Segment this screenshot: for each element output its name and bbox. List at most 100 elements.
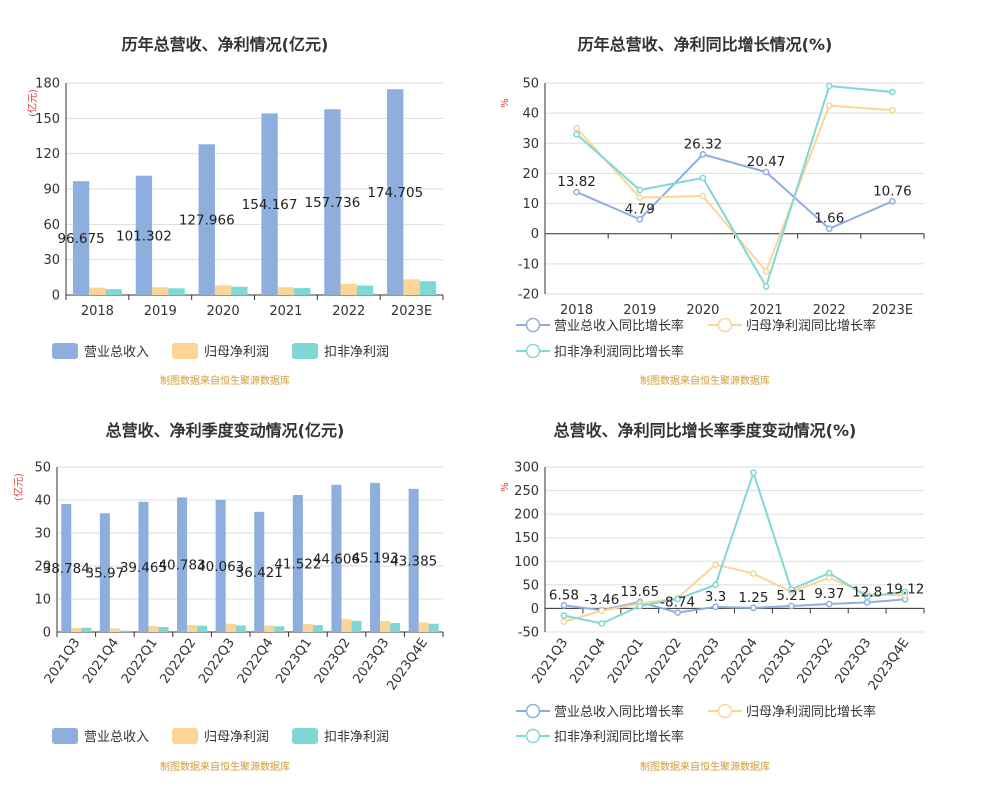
point-revenue (889, 197, 896, 205)
point-revenue (699, 151, 707, 158)
legend-label: 营业总收入同比增长率 (554, 318, 684, 334)
point-deducted (750, 469, 757, 477)
y-tick-label: 30 (43, 253, 60, 268)
bar-parent (214, 285, 232, 295)
data-label: 20.47 (747, 154, 786, 170)
data-label: 41.522 (274, 556, 321, 572)
legend-label: 归母净利润 (204, 345, 269, 360)
point-deducted (825, 569, 833, 577)
bar-parent (187, 625, 198, 632)
y-tick-label: -50 (518, 626, 539, 641)
x-tick-label: 2023E (872, 303, 913, 318)
point-parent (573, 124, 580, 132)
data-label: 127.966 (179, 213, 235, 229)
bar-revenue (215, 499, 226, 632)
line-deducted (563, 469, 906, 625)
y-tick-label: 0 (531, 227, 539, 242)
y-axis-label: % (500, 482, 511, 492)
bar-parent (225, 623, 236, 632)
source-note: 制图数据来自恒生聚源数据库 (640, 374, 770, 387)
point-deducted (674, 595, 682, 603)
point-revenue (825, 225, 833, 233)
bar-deducted (390, 623, 401, 632)
bar-parent (302, 624, 313, 632)
data-label: 154.167 (242, 197, 298, 213)
bar-revenue (408, 488, 419, 632)
y-tick-label: 0 (531, 602, 539, 617)
bar-parent (152, 287, 169, 295)
point-parent (825, 102, 833, 109)
y-tick-label: -20 (518, 288, 539, 303)
x-tick-label: 2022Q1 (119, 636, 161, 687)
point-deducted (712, 581, 719, 589)
y-tick-label: 10 (34, 593, 51, 608)
y-tick-label: 180 (35, 77, 60, 92)
legend-swatch (292, 343, 318, 359)
bar-parent (340, 283, 357, 295)
x-tick-label: 2022Q2 (157, 636, 199, 687)
x-tick-label: 2023Q1 (273, 636, 315, 687)
point-deducted (788, 586, 795, 593)
bar-revenue (370, 482, 381, 632)
source-note: 制图数据来自恒生聚源数据库 (160, 760, 290, 773)
bar-deducted (105, 289, 122, 295)
point-revenue (636, 215, 644, 223)
bar-deducted (197, 625, 208, 632)
bar-parent (277, 287, 295, 295)
chart-c2: 历年总营收、净利同比增长情况(%)% -20 -10 0 10 20 30 40 50 2018 2… (500, 35, 925, 387)
y-tick-label: 150 (35, 112, 60, 127)
point-deducted (636, 602, 644, 610)
chart-c4: 总营收、净利同比增长率季度变动情况(%)% -50 0 50 100 150 200 250 3… (500, 421, 925, 773)
bar-parent (264, 625, 275, 632)
y-tick-label: 100 (514, 555, 539, 570)
y-tick-label: 30 (34, 527, 51, 542)
bar-parent (71, 628, 82, 632)
bar-revenue (61, 504, 72, 632)
data-label: 13.82 (557, 174, 596, 190)
legend-swatch (52, 343, 78, 359)
bar-revenue (324, 109, 341, 295)
x-tick-label: 2020 (207, 304, 240, 319)
chart-title: 总营收、净利同比增长率季度变动情况(%) (554, 421, 857, 440)
x-tick-label: 2021Q4 (80, 636, 122, 687)
bar-deducted (158, 627, 169, 632)
legend-swatch (172, 343, 198, 359)
legend-swatch (292, 728, 318, 744)
y-axis-label: % (500, 98, 511, 108)
line-revenue (563, 598, 906, 614)
y-axis-label: (亿元) (12, 473, 25, 501)
x-tick-label: 2021 (750, 303, 783, 318)
bar-deducted (235, 625, 246, 632)
x-tick-label: 2018 (81, 304, 114, 319)
y-tick-label: 250 (514, 484, 539, 499)
bar-deducted (428, 623, 439, 632)
x-tick-label: 2019 (144, 304, 177, 319)
y-axis-label: (亿元) (26, 89, 39, 117)
y-tick-label: 150 (514, 531, 539, 546)
chart-title: 历年总营收、净利同比增长情况(%) (578, 35, 833, 54)
bar-revenue (99, 513, 110, 632)
y-tick-label: 40 (522, 107, 539, 122)
data-label: 96.675 (57, 231, 104, 247)
bar-deducted (312, 625, 323, 632)
data-label: 40.063 (197, 559, 244, 575)
y-tick-label: 50 (34, 461, 51, 476)
bar-revenue (292, 494, 303, 632)
data-label: 13.65 (620, 584, 659, 600)
data-label: 101.302 (116, 228, 172, 244)
data-label: 4.79 (625, 201, 655, 217)
data-label: 26.32 (684, 136, 723, 152)
y-tick-label: 20 (522, 167, 539, 182)
legend-label: 扣非净利润 (324, 730, 389, 745)
legend-marker (717, 703, 733, 719)
point-parent (560, 618, 568, 625)
y-tick-label: 60 (43, 218, 60, 233)
x-tick-label: 2022Q2 (643, 636, 685, 687)
x-tick-label: 2021Q3 (42, 636, 84, 687)
x-tick-label: 2023Q2 (312, 636, 354, 687)
line-parent (563, 563, 906, 623)
x-tick-label: 2022 (813, 303, 846, 318)
point-deducted (560, 612, 568, 619)
x-tick-label: 2022Q3 (681, 636, 723, 687)
